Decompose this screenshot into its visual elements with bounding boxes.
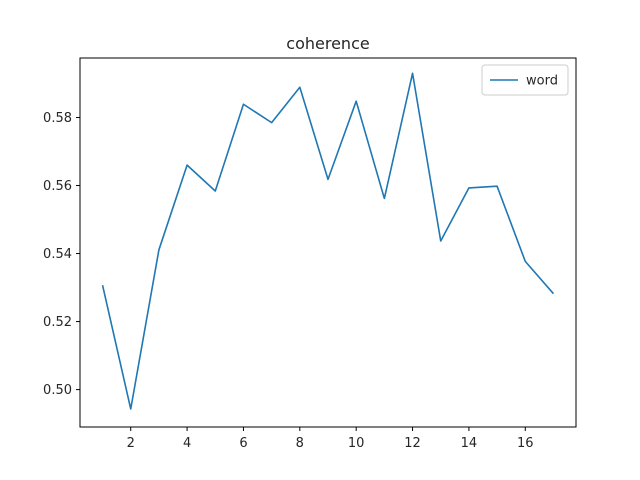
series-line-word <box>101 72 555 410</box>
x-tick-label: 12 <box>404 436 421 451</box>
legend-box <box>481 64 569 96</box>
legend: word <box>481 64 569 96</box>
x-tick-label: 4 <box>183 436 191 451</box>
y-tick-label: 0.52 <box>43 315 72 330</box>
x-tick-label: 8 <box>296 436 304 451</box>
plot-area <box>79 57 577 428</box>
chart-title: coherence <box>286 34 369 53</box>
x-tick-label: 2 <box>127 436 135 451</box>
y-axis: 0.50 0.52 0.54 0.56 0.58 <box>43 111 80 398</box>
y-tick-label: 0.50 <box>43 383 72 398</box>
y-tick-label: 0.58 <box>43 111 72 126</box>
x-tick-label: 10 <box>348 436 365 451</box>
axes-frame <box>79 57 577 428</box>
x-tick-label: 6 <box>239 436 247 451</box>
series-layer <box>101 72 555 410</box>
y-tick-label: 0.56 <box>43 179 72 194</box>
x-tick-label: 14 <box>461 436 478 451</box>
legend-label: word <box>526 74 558 89</box>
y-tick-label: 0.54 <box>43 247 72 262</box>
x-axis: 2 4 6 8 10 12 14 16 <box>127 427 534 451</box>
x-tick-label: 16 <box>517 436 534 451</box>
